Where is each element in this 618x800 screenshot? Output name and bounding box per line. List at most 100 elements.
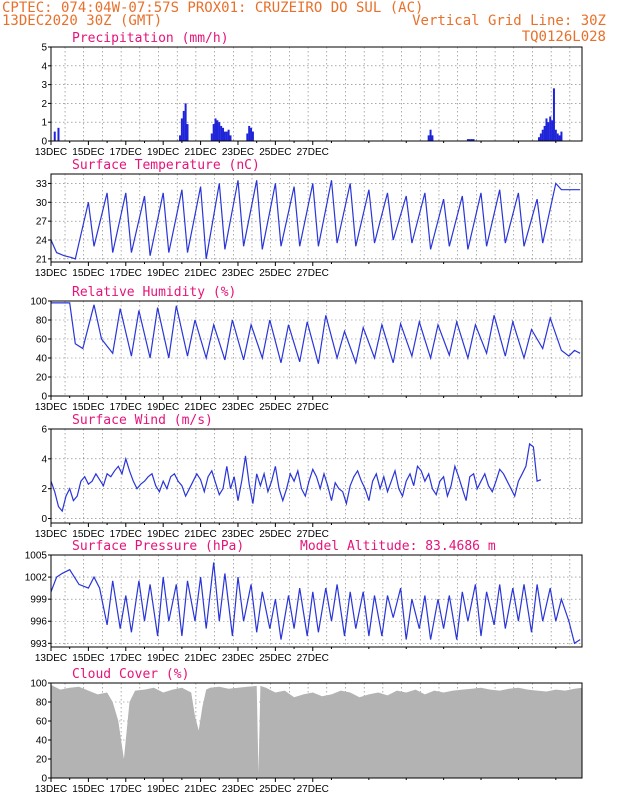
precip-bar [227,129,230,141]
precip-xtick-label: 19DEC [147,147,179,158]
rh-ytick-label: 40 [36,354,48,365]
precip-bar [220,125,223,141]
model-altitude: Model Altitude: 83.4686 m [300,539,496,554]
precip-bar [212,124,215,141]
precip-bar [549,116,552,141]
precip-bar [250,127,253,141]
rh-ytick-label: 0 [41,392,47,403]
precip-xtick-label: 25DEC [259,147,291,158]
press-series-line [50,562,581,645]
precip-bar [225,131,228,141]
precip-bar [248,125,251,141]
wind-xtick-label: 27DEC [297,529,329,540]
precip-bar [210,133,213,141]
temp-frame [50,173,583,263]
cloud-xtick-label: 13DEC [35,784,67,795]
press-xtick-label: 15DEC [72,653,104,664]
rh-ytick-label: 100 [30,297,47,308]
temp-xtick-label: 23DEC [222,268,254,279]
temp-xtick-label: 15DEC [72,268,104,279]
cloud-xtick-label: 21DEC [184,784,216,795]
precip-xtick-label: 13DEC [35,147,67,158]
wind-frame [50,428,583,524]
temp-ytick-label: 30 [36,198,48,209]
precip-bar [218,122,221,141]
precip-bar [537,137,540,141]
cloud-area [51,684,582,778]
cloud-ytick-label: 20 [36,755,48,766]
rh-xtick-label: 13DEC [35,402,67,413]
rh-title: Relative Humidity (%) [72,285,236,300]
temp-xtick-label: 13DEC [35,268,67,279]
rh-xtick-label: 21DEC [184,402,216,413]
precip-title: Precipitation (mm/h) [72,31,229,46]
wind-ytick-label: 2 [41,484,47,495]
cloud-ytick-label: 60 [36,717,48,728]
precip-ytick-label: 2 [41,99,47,110]
rh-panel: Relative Humidity (%) 0 20 40 60 80 100 13DEC 15… [30,285,583,413]
temp-xtick-label: 27DEC [297,268,329,279]
model-id: TQ0126L028 [522,29,606,45]
precip-bar [558,135,561,141]
rh-xtick-label: 27DEC [297,402,329,413]
temp-xtick-label: 17DEC [110,268,142,279]
precip-bar [560,131,563,141]
rh-series-line [51,302,581,365]
cloud-ytick-label: 40 [36,736,48,747]
precip-bar [246,133,249,141]
run-date: 13DEC2020 30Z (GMT) [2,13,162,29]
precip-bar [179,135,182,141]
rh-ytick-label: 80 [36,316,48,327]
vertical-grid-note: Vertical Grid Line: 30Z [412,13,606,29]
press-xtick-label: 19DEC [147,653,179,664]
precip-ytick-label: 5 [41,43,47,54]
press-title: Surface Pressure (hPa) [72,539,244,554]
precip-bar [223,131,226,141]
cloud-ytick-label: 100 [30,679,47,690]
cloud-xtick-label: 23DEC [222,784,254,795]
temp-title: Surface Temperature (nC) [72,158,260,173]
wind-xtick-label: 21DEC [184,529,216,540]
precip-bar [53,131,56,141]
rh-xtick-label: 19DEC [147,402,179,413]
cloud-xtick-label: 17DEC [110,784,142,795]
wind-xtick-label: 13DEC [35,529,67,540]
precip-bar [186,124,189,141]
press-panel: Surface Pressure (hPa) 993 996 999 1002 1005 1… [25,539,583,664]
panels: Precipitation (mm/h) 0 1 2 3 4 5 13DEC 15DEC 17DE… [25,31,583,795]
precip-bar [222,127,225,141]
wind-ytick-label: 6 [41,425,47,436]
wind-ytick-label: 0 [41,514,47,525]
precip-xtick-label: 23DEC [222,147,254,158]
rh-ytick-label: 20 [36,373,48,384]
precip-xtick-label: 27DEC [297,147,329,158]
rh-ytick-label: 60 [36,335,48,346]
precip-bar [556,133,559,141]
cloud-xtick-label: 19DEC [147,784,179,795]
cloud-xtick-label: 25DEC [259,784,291,795]
precip-bar [547,122,550,141]
precip-bar [466,139,469,141]
wind-xtick-label: 25DEC [259,529,291,540]
precip-bar [554,129,557,141]
rh-xtick-label: 23DEC [222,402,254,413]
precip-bar [551,120,554,141]
precip-ytick-label: 0 [41,137,47,148]
wind-title: Surface Wind (m/s) [72,413,213,428]
precip-bar [543,125,546,141]
station-header: CPTEC: 074:04W-07:57S PROX01: CRUZEIRO D… [2,0,423,16]
precip-bar [229,135,232,141]
rh-xtick-label: 15DEC [72,402,104,413]
precip-bar [216,120,219,141]
press-xtick-label: 23DEC [222,653,254,664]
precip-ytick-label: 3 [41,80,47,91]
precip-bar [545,118,548,141]
wind-panel: Surface Wind (m/s) 0 2 4 6 13DEC 15DEC 17DEC 19D… [35,413,583,540]
temp-xtick-label: 19DEC [147,268,179,279]
cloud-panel: Cloud Cover (%) 0 20 40 60 80 100 13DEC 15DEC 17D… [30,667,583,795]
precip-bar [552,88,555,141]
cloud-ytick-label: 80 [36,698,48,709]
precip-ytick-label: 4 [41,61,47,72]
press-ytick-label: 993 [30,639,47,650]
